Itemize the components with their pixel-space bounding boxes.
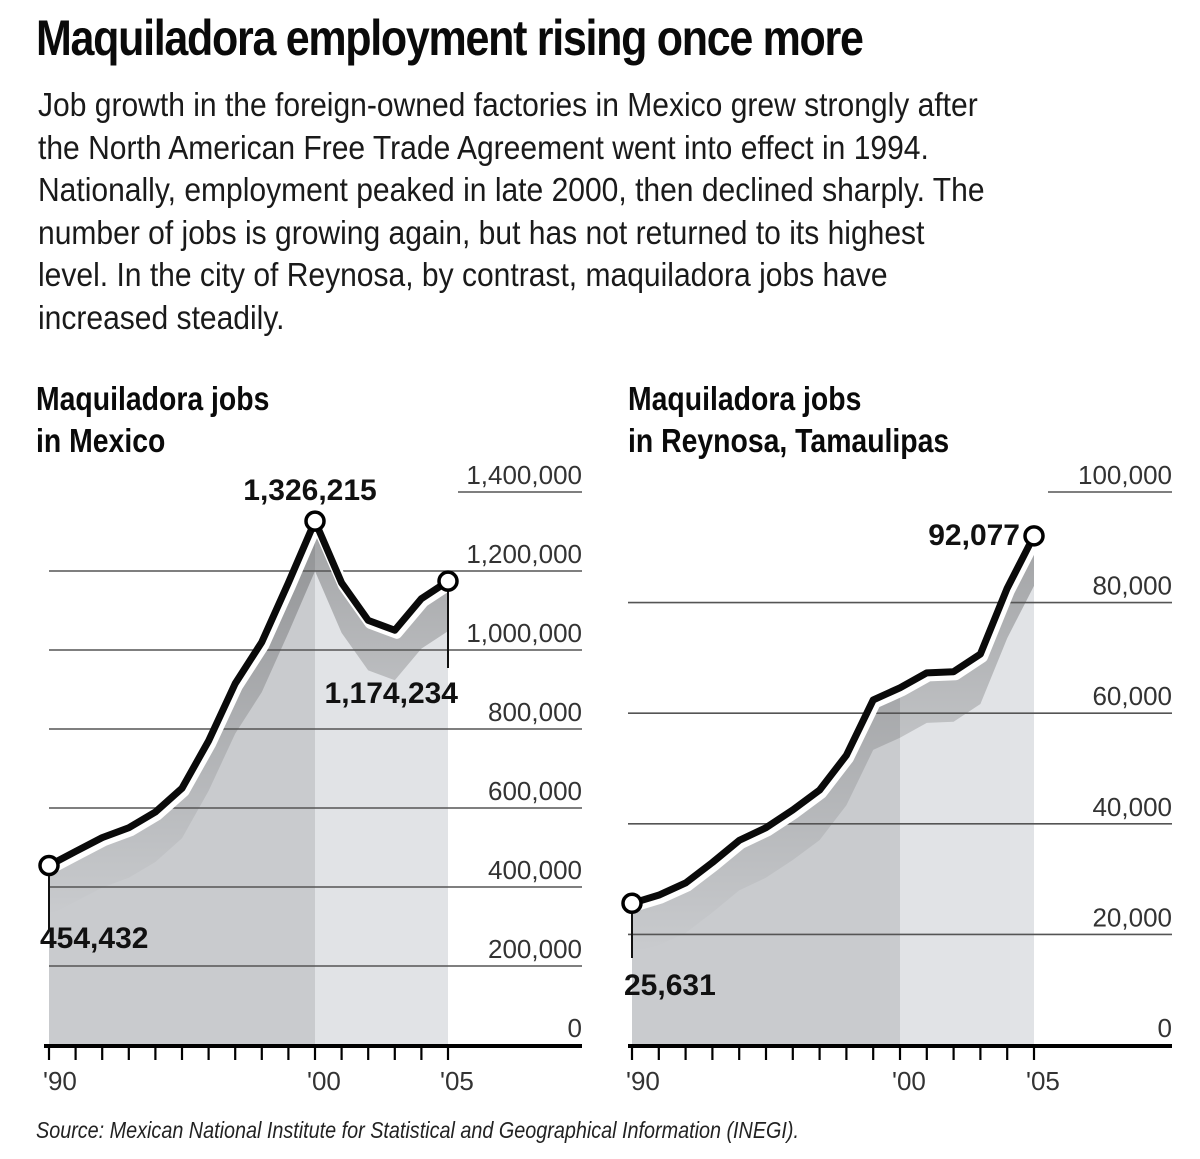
area-shadow — [49, 523, 448, 916]
area-fill-pre-2000 — [49, 521, 315, 1045]
reynosa-chart: 0 20,000 40,000 60,000 80,000 100,000 '90 '00 '0… — [621, 460, 1172, 1096]
callout-value: 1,174,234 — [325, 677, 459, 710]
data-point-marker — [1023, 525, 1045, 547]
data-line — [47, 517, 450, 869]
callout-value: 454,432 — [40, 922, 148, 955]
callout-value: 92,077 — [928, 519, 1020, 552]
x-axis-year-label: '90 — [626, 1066, 660, 1096]
data-point-marker — [621, 892, 643, 915]
mexico-chart-title: Maquiladora jobs in Mexico — [36, 378, 269, 462]
x-axis-year-label: '05 — [440, 1066, 474, 1096]
x-axis-year-label: '90 — [43, 1066, 77, 1096]
headline: Maquiladora employment rising once more — [36, 10, 864, 66]
data-line — [630, 534, 1038, 907]
intro-line: increased steadily. — [38, 298, 285, 336]
reynosa-chart-title-line1: Maquiladora jobs — [628, 380, 862, 417]
intro-line: the North American Free Trade Agreement … — [38, 128, 929, 166]
data-point-marker — [437, 570, 459, 592]
y-axis-tick-label: 100,000 — [1078, 460, 1172, 490]
mexico-chart: 0200,000400,000600,000800,0001,000,0001,… — [38, 460, 582, 1096]
area-fill-post-2000 — [900, 535, 1034, 1045]
reynosa-chart-title: Maquiladora jobs in Reynosa, Tamaulipas — [628, 378, 949, 462]
y-axis-tick-label: 200,000 — [488, 934, 582, 964]
y-axis-tick-label: 800,000 — [488, 697, 582, 727]
data-point-marker — [304, 510, 326, 532]
mexico-chart-title-line2: in Mexico — [36, 422, 166, 459]
reynosa-chart-title-line2: in Reynosa, Tamaulipas — [628, 422, 950, 459]
intro-line: level. In the city of Reynosa, by contra… — [38, 256, 888, 293]
intro-text: Job growth in the foreign-owned factorie… — [38, 84, 1176, 339]
y-axis-tick-label: 20,000 — [1092, 902, 1172, 932]
data-point-marker — [38, 854, 60, 877]
y-axis-tick-label: 0 — [1158, 1013, 1172, 1043]
intro-line: number of jobs is growing again, but has… — [38, 213, 925, 251]
x-axis-year-label: '00 — [892, 1066, 926, 1096]
source-note: Source: Mexican National Institute for S… — [36, 1117, 799, 1143]
intro-line: Job growth in the foreign-owned factorie… — [38, 86, 978, 123]
x-axis-year-label: '05 — [1026, 1066, 1060, 1096]
callout-value: 25,631 — [624, 969, 716, 1002]
y-axis-tick-label: 1,200,000 — [466, 539, 582, 569]
y-axis-tick-label: 40,000 — [1092, 792, 1172, 822]
intro-line: Nationally, employment peaked in late 20… — [38, 171, 985, 208]
y-axis-tick-label: 60,000 — [1092, 681, 1172, 711]
y-axis-tick-label: 400,000 — [488, 855, 582, 885]
y-axis-tick-label: 1,000,000 — [466, 618, 582, 648]
y-axis-tick-label: 1,400,000 — [466, 460, 582, 490]
y-axis-tick-label: 600,000 — [488, 776, 582, 806]
x-axis-year-label: '00 — [307, 1066, 341, 1096]
y-axis-tick-label: 80,000 — [1092, 571, 1172, 601]
mexico-chart-title-line1: Maquiladora jobs — [36, 380, 270, 417]
callout-value: 1,326,215 — [243, 474, 376, 507]
y-axis-tick-label: 0 — [568, 1013, 582, 1043]
